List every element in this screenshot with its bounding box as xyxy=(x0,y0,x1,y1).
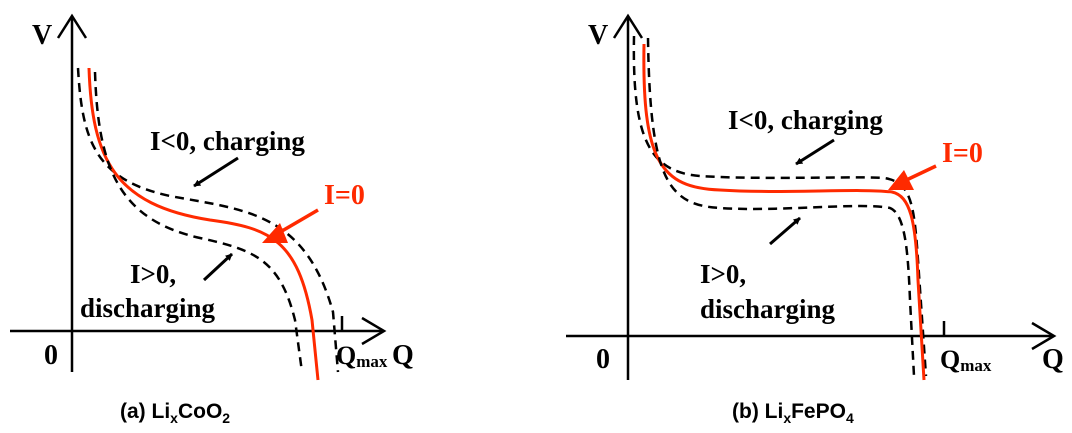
panel-a-x-arrowhead xyxy=(361,316,387,346)
panel-a-origin-label: 0 xyxy=(44,340,58,371)
panel-a-axis-v-label: V xyxy=(32,20,52,51)
panel-a-equilibrium-label: I=0 xyxy=(324,180,365,211)
panel-a-charging-label: I<0, charging xyxy=(150,126,305,156)
panel-b-caption: (b) LixFePO4 xyxy=(732,400,854,426)
panel-a-qmax-label: Qmax xyxy=(336,341,388,371)
panel-b-discharging-arrow xyxy=(769,216,801,246)
panel-b-discharging-label-2: discharging xyxy=(700,294,836,324)
panel-b-qmax-label: Qmax xyxy=(940,345,992,375)
panel-a-discharging-curve xyxy=(93,71,304,373)
panel-a-charging-curve xyxy=(76,67,340,373)
panel-b-equilibrium-arrowhead xyxy=(888,170,914,190)
panel-b-charging-label: I<0, charging xyxy=(728,105,883,135)
panel-a-discharging-label-2: discharging xyxy=(80,293,216,323)
panel-b-axis-v-label: V xyxy=(588,20,608,51)
panel-a-equilibrium-curve xyxy=(87,67,320,381)
panel-a-equilibrium-arrowhead xyxy=(262,223,288,243)
panel-b-charging-curve xyxy=(632,35,928,377)
panel-b: V Q 0 Qmax I<0, charging I=0 I>0, discha… xyxy=(566,13,1064,426)
panel-b-origin-label: 0 xyxy=(596,344,610,375)
panel-a-discharging-label-1: I>0, xyxy=(130,259,176,289)
panel-a-charging-arrow xyxy=(193,156,239,188)
panel-b-discharging-curve xyxy=(646,37,916,377)
panel-b-charging-arrow xyxy=(795,138,835,166)
panel-a: V Q 0 Qmax I<0, charging I=0 I>0, discha… xyxy=(10,13,414,426)
panel-b-axis-q-label: Q xyxy=(1042,344,1064,375)
panel-a-axis-q-label: Q xyxy=(392,340,414,371)
panel-b-x-arrowhead xyxy=(1031,321,1057,351)
panel-a-caption: (a) LixCoO2 xyxy=(120,400,230,426)
panel-b-equilibrium-label: I=0 xyxy=(942,138,983,169)
panel-a-y-arrowhead xyxy=(56,13,88,39)
panel-a-discharging-arrow xyxy=(202,252,234,282)
panel-b-equilibrium-curve xyxy=(642,43,926,381)
panel-b-y-arrowhead xyxy=(612,13,644,39)
panel-b-discharging-label-1: I>0, xyxy=(700,259,746,289)
